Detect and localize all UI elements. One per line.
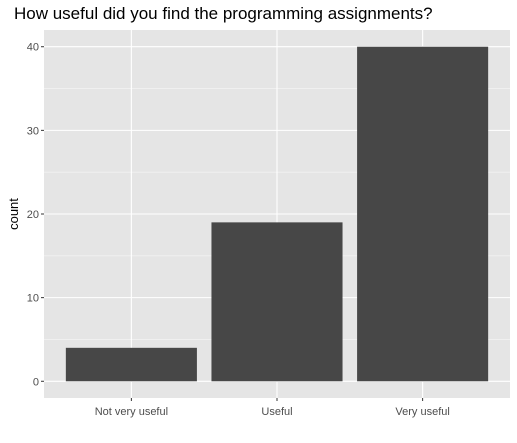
y-tick-label: 30 bbox=[27, 125, 39, 137]
bar-not-very-useful bbox=[65, 347, 197, 382]
y-axis: 0 10 20 30 40 bbox=[27, 42, 44, 388]
bar-very-useful bbox=[357, 46, 489, 382]
bars bbox=[65, 46, 489, 382]
y-tick-label: 10 bbox=[27, 293, 39, 305]
chart-title: How useful did you find the programming … bbox=[14, 4, 433, 23]
x-tick-label: Not very useful bbox=[95, 406, 168, 418]
x-tick-label: Very useful bbox=[395, 406, 449, 418]
x-tick-label: Useful bbox=[261, 406, 292, 418]
y-tick-label: 40 bbox=[27, 42, 39, 54]
y-tick-label: 20 bbox=[27, 209, 39, 221]
y-tick-label: 0 bbox=[33, 376, 39, 388]
y-axis-title: count bbox=[6, 198, 21, 230]
bar-useful bbox=[211, 222, 343, 382]
x-axis: Not very useful Useful Very useful bbox=[95, 398, 450, 418]
